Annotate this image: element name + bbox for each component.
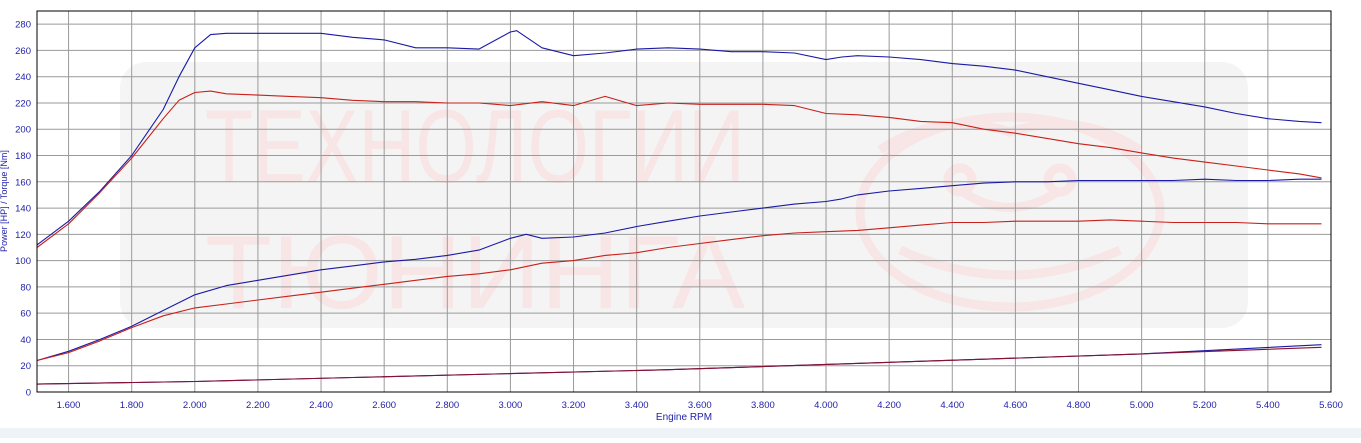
x-tick-label: 5.400 (1256, 400, 1280, 411)
y-axis-label: Power [HP] / Torque [Nm] (0, 150, 9, 252)
footer-strip (0, 428, 1361, 438)
y-tick-label: 260 (15, 46, 31, 57)
x-tick-label: 4.800 (1067, 400, 1091, 411)
series-line-2 (36, 90, 1322, 248)
watermark-panel (120, 62, 1248, 328)
x-tick-label: 4.200 (877, 400, 901, 411)
y-tick-label: 240 (15, 72, 31, 83)
x-tick-label: 3.200 (562, 400, 586, 411)
x-tick-label: 2.800 (435, 400, 459, 411)
y-tick-label: 280 (15, 20, 31, 31)
x-tick-label: 2.600 (372, 400, 396, 411)
x-tick-label: 3.000 (499, 400, 523, 411)
watermark-text-line1: ТЕХНОЛОГИИ (205, 89, 745, 205)
x-tick-label: 5.200 (1193, 400, 1217, 411)
y-tick-label: 120 (15, 230, 31, 241)
y-tick-label: 80 (20, 282, 31, 293)
y-tick-label: 100 (15, 256, 31, 267)
series-line-4 (36, 219, 1322, 362)
plot-frame (36, 10, 1332, 393)
y-tick-label: 200 (15, 125, 31, 136)
x-tick-label: 5.000 (1130, 400, 1154, 411)
series-line-1 (36, 30, 1322, 246)
x-tick-label: 4.000 (814, 400, 838, 411)
x-axis-label: Engine RPM (656, 412, 712, 423)
y-tick-label: 0 (26, 388, 31, 399)
x-tick-label: 2.400 (309, 400, 333, 411)
x-tick-label: 2.200 (246, 400, 270, 411)
x-tick-label: 2.000 (183, 400, 207, 411)
y-tick-label: 20 (20, 361, 31, 372)
x-tick-label: 3.800 (751, 400, 775, 411)
series-line-3 (36, 178, 1322, 362)
y-tick-label: 180 (15, 151, 31, 162)
series-line-6 (36, 346, 1322, 385)
x-tick-label: 1.800 (120, 400, 144, 411)
y-tick-label: 220 (15, 98, 31, 109)
y-tick-label: 40 (20, 335, 31, 346)
x-tick-label: 3.600 (688, 400, 712, 411)
x-tick-label: 3.400 (625, 400, 649, 411)
x-tick-label: 5.600 (1319, 400, 1343, 411)
y-tick-label: 60 (20, 309, 31, 320)
y-tick-label: 160 (15, 177, 31, 188)
x-tick-label: 1.600 (57, 400, 81, 411)
chart-series (36, 30, 1322, 385)
chart-axes: 1.600 1.800 2.000 2.200 2.400 2.600 2.800 3.000… (15, 20, 1343, 411)
x-tick-label: 4.600 (1003, 400, 1027, 411)
y-tick-label: 140 (15, 204, 31, 215)
x-tick-label: 4.400 (940, 400, 964, 411)
